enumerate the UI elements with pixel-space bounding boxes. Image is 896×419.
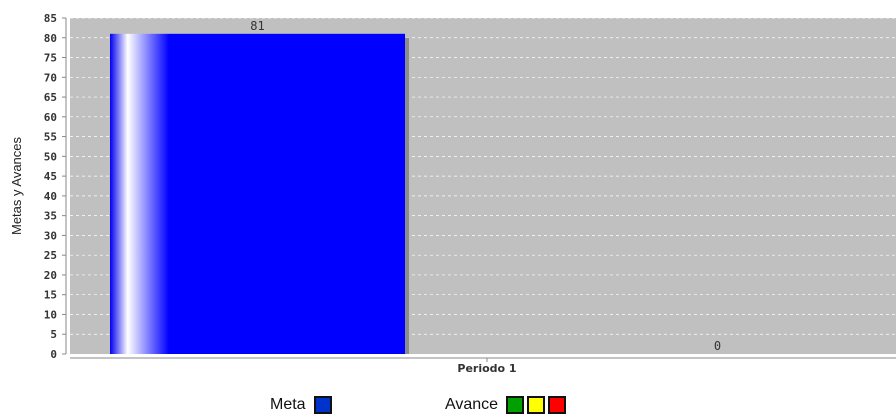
y-tick-label: 70 [44, 71, 57, 84]
avance-red-swatch [548, 396, 567, 414]
data-label-avance: 0 [714, 339, 721, 353]
y-tick-label: 35 [44, 210, 57, 223]
avance-yellow-swatch [527, 396, 546, 414]
y-axis-title: Metas y Avances [9, 136, 24, 235]
avance-green-swatch [506, 396, 525, 414]
bar-chart: 0 5 10 15 20 25 30 35 40 45 50 55 60 65 70 75 80 85 81 0 M… [9, 12, 896, 375]
y-tick-label: 5 [50, 328, 57, 341]
data-label-meta: 81 [250, 19, 264, 33]
y-tick-label: 50 [44, 150, 57, 163]
y-tick-label: 85 [44, 12, 57, 25]
legend-label-avance: Avance [445, 396, 499, 413]
y-tick-label: 25 [44, 249, 57, 262]
y-tick-label: 15 [44, 289, 57, 302]
bar-meta [110, 33, 405, 354]
y-tick-label: 55 [44, 131, 57, 144]
legend-label-meta: Meta [270, 396, 306, 413]
x-category-label: Periodo 1 [457, 362, 516, 375]
meta-swatch [313, 396, 332, 414]
y-tick-label: 80 [44, 32, 57, 45]
y-tick-label: 10 [44, 308, 57, 321]
y-tick-label: 0 [50, 348, 57, 361]
y-tick-label: 45 [44, 170, 57, 183]
y-tick-label: 30 [44, 229, 57, 242]
legend-item-meta: Meta [270, 396, 335, 414]
y-tick-label: 75 [44, 52, 57, 65]
y-tick-label: 65 [44, 91, 57, 104]
y-axis-ticks: 0 5 10 15 20 25 30 35 40 45 50 55 60 65 70 75 80 85 [44, 12, 488, 362]
y-tick-label: 20 [44, 269, 57, 282]
y-tick-label: 60 [44, 111, 57, 124]
bars: 81 0 [110, 19, 721, 354]
legend-item-avance: Avance [445, 396, 569, 414]
y-tick-label: 40 [44, 190, 57, 203]
legend: Meta Avance [0, 393, 896, 419]
